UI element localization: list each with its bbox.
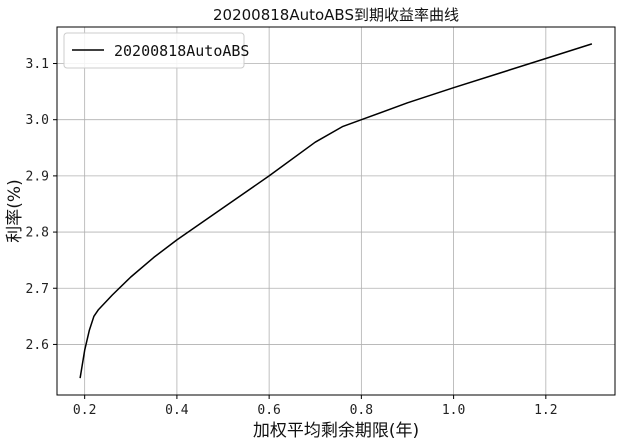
- series-layer: [79, 43, 593, 379]
- legend-box: [63, 32, 245, 69]
- x-tick-label: 0.8: [350, 403, 373, 418]
- x-tick-label: 0.6: [257, 403, 280, 418]
- legend: 20200818AutoABS: [63, 32, 249, 69]
- y-tick-label: 2.9: [26, 169, 49, 184]
- x-tick-label: 1.0: [442, 403, 465, 418]
- x-axis-label: 加权平均剩余期限(年): [253, 421, 419, 441]
- plot-frame: [56, 26, 616, 396]
- y-tick-label: 3.0: [26, 113, 49, 128]
- axis-ticks: 0.2 0.4 0.6 0.8 1.0 1.2 2.6 2.7 2.8 2.9 3.0 3.1: [26, 57, 558, 418]
- series-line: [79, 43, 593, 379]
- chart-title: 20200818AutoABS到期收益率曲线: [213, 6, 459, 24]
- x-tick-label: 1.2: [534, 403, 557, 418]
- y-tick-label: 2.7: [26, 282, 49, 297]
- y-tick-label: 2.6: [26, 338, 49, 353]
- x-tick-label: 0.2: [73, 403, 96, 418]
- y-axis-label: 利率(%): [5, 179, 25, 242]
- grid: [57, 27, 615, 395]
- y-tick-label: 2.8: [26, 226, 49, 241]
- legend-label: 20200818AutoABS: [114, 42, 249, 60]
- x-tick-label: 0.4: [165, 403, 189, 418]
- y-tick-label: 3.1: [26, 57, 49, 72]
